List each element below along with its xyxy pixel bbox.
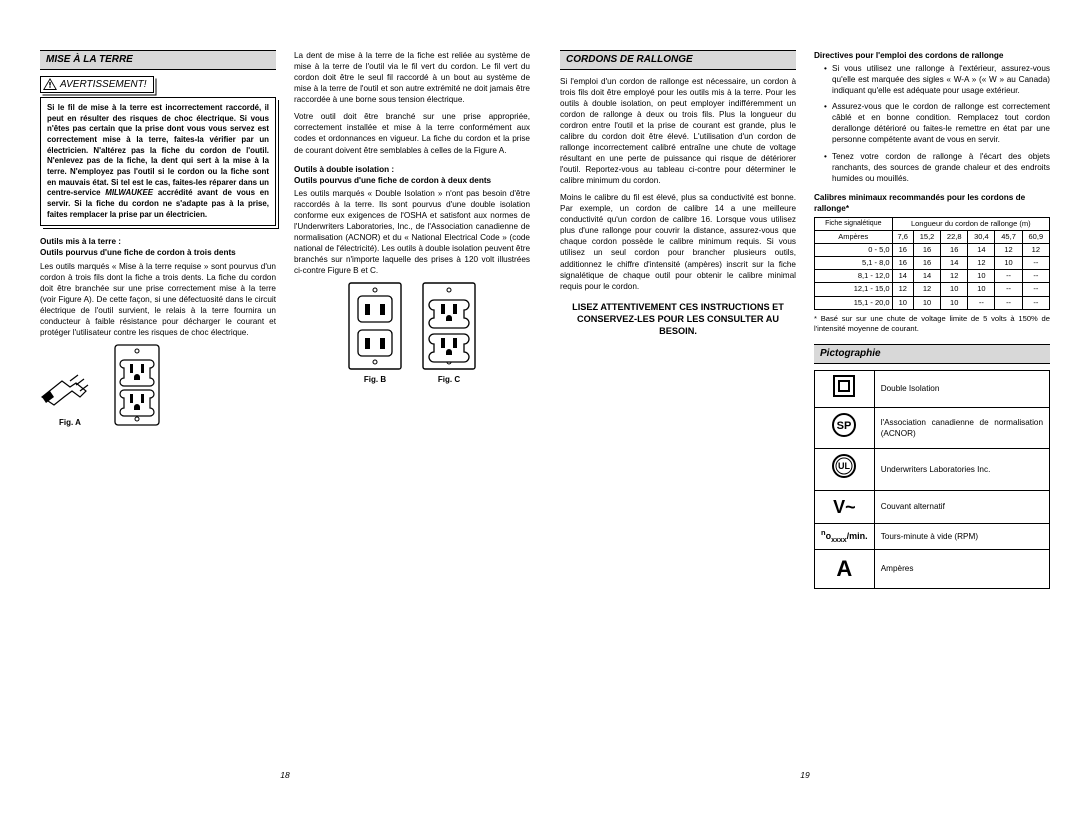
subhead-three-prong: Outils mis à la terre : Outils pourvus d… <box>40 236 276 258</box>
para-double-insulation: Les outils marqués « Double Isolation » … <box>294 188 530 277</box>
outlet-two-prong-b-icon <box>348 282 402 370</box>
figures-bc-row: Fig. B <box>294 282 530 386</box>
picto-label-5: Tours-minute à vide (RPM) <box>874 523 1049 549</box>
directives-head: Directives pour l'emploi des cordons de … <box>814 50 1050 61</box>
para-grounded-tools: Les outils marqués « Mise à la terre req… <box>40 261 276 338</box>
outlet-two-prong-c-icon <box>422 282 476 370</box>
para-cord1: Si l'emploi d'un cordon de rallonge est … <box>560 76 796 187</box>
wire-gauge-table: Fiche signalétique Longueur du cordon de… <box>814 217 1050 310</box>
warning-body: Si le fil de mise à la terre est incorre… <box>40 97 276 226</box>
instructions-callout: LISEZ ATTENTIVEMENT CES INSTRUCTIONS ET … <box>560 302 796 338</box>
ul-icon: UL <box>815 449 875 490</box>
ac-icon: V~ <box>815 490 875 523</box>
section-title-grounding: MISE À LA TERRE <box>40 50 276 70</box>
double-insulation-icon <box>815 370 875 407</box>
subhead-two-prong: Outils à double isolation : Outils pourv… <box>294 164 530 186</box>
amperes-icon: A <box>815 550 875 589</box>
page-number-18: 18 <box>40 770 530 780</box>
pictograph-table: Double Isolation SP l'Association canadi… <box>814 370 1050 589</box>
wire-table-head: Calibres minimaux recommandés pour les c… <box>814 192 1050 214</box>
directives-list: Si vous utilisez une rallonge à l'extéri… <box>824 63 1050 184</box>
para-cord2: Moins le calibre du fil est élevé, plus … <box>560 192 796 292</box>
svg-text:SP: SP <box>837 420 852 432</box>
plug-icon <box>40 367 100 413</box>
rpm-icon: noxxxx/min. <box>815 523 875 549</box>
csa-icon: SP <box>815 407 875 448</box>
picto-title: Pictographie <box>814 344 1050 364</box>
fig-a-caption: Fig. A <box>40 418 100 429</box>
page18-col2: La dent de mise à la terre de la fiche e… <box>294 50 530 429</box>
fig-c-caption: Fig. C <box>422 375 476 386</box>
page-number-19: 19 <box>560 770 1050 780</box>
svg-text:UL: UL <box>838 461 850 471</box>
page-18: MISE À LA TERRE AVERTISSEMENT! Si le fil… <box>40 50 530 780</box>
para-ground-wire: La dent de mise à la terre de la fiche e… <box>294 50 530 105</box>
page19-col2: Directives pour l'emploi des cordons de … <box>814 50 1050 589</box>
figure-a-row: Fig. A <box>40 344 276 429</box>
warning-label: AVERTISSEMENT! <box>60 78 147 92</box>
picto-label-2: l'Association canadienne de normalisatio… <box>874 407 1049 448</box>
picto-label-1: Double Isolation <box>874 370 1049 407</box>
fig-b-caption: Fig. B <box>348 375 402 386</box>
picto-label-4: Couvant alternatif <box>874 490 1049 523</box>
para-proper-outlet: Votre outil doit être branché sur une pr… <box>294 111 530 155</box>
page-19: CORDONS DE RALLONGE Si l'emploi d'un cor… <box>560 50 1050 780</box>
page18-col1: MISE À LA TERRE AVERTISSEMENT! Si le fil… <box>40 50 276 429</box>
picto-label-6: Ampères <box>874 550 1049 589</box>
picto-label-3: Underwriters Laboratories Inc. <box>874 449 1049 490</box>
bullet-3: Tenez votre cordon de rallonge à l'écart… <box>824 151 1050 184</box>
bullet-2: Assurez-vous que le cordon de rallonge e… <box>824 101 1050 145</box>
page19-col1: CORDONS DE RALLONGE Si l'emploi d'un cor… <box>560 50 796 589</box>
table-footnote: * Basé sur sur une chute de voltage limi… <box>814 314 1050 335</box>
warning-triangle-icon <box>43 78 57 90</box>
outlet-three-prong-icon <box>114 344 160 426</box>
warning-header: AVERTISSEMENT! <box>40 76 154 94</box>
document-spread: MISE À LA TERRE AVERTISSEMENT! Si le fil… <box>0 0 1080 790</box>
bullet-1: Si vous utilisez une rallonge à l'extéri… <box>824 63 1050 96</box>
section-title-cords: CORDONS DE RALLONGE <box>560 50 796 70</box>
